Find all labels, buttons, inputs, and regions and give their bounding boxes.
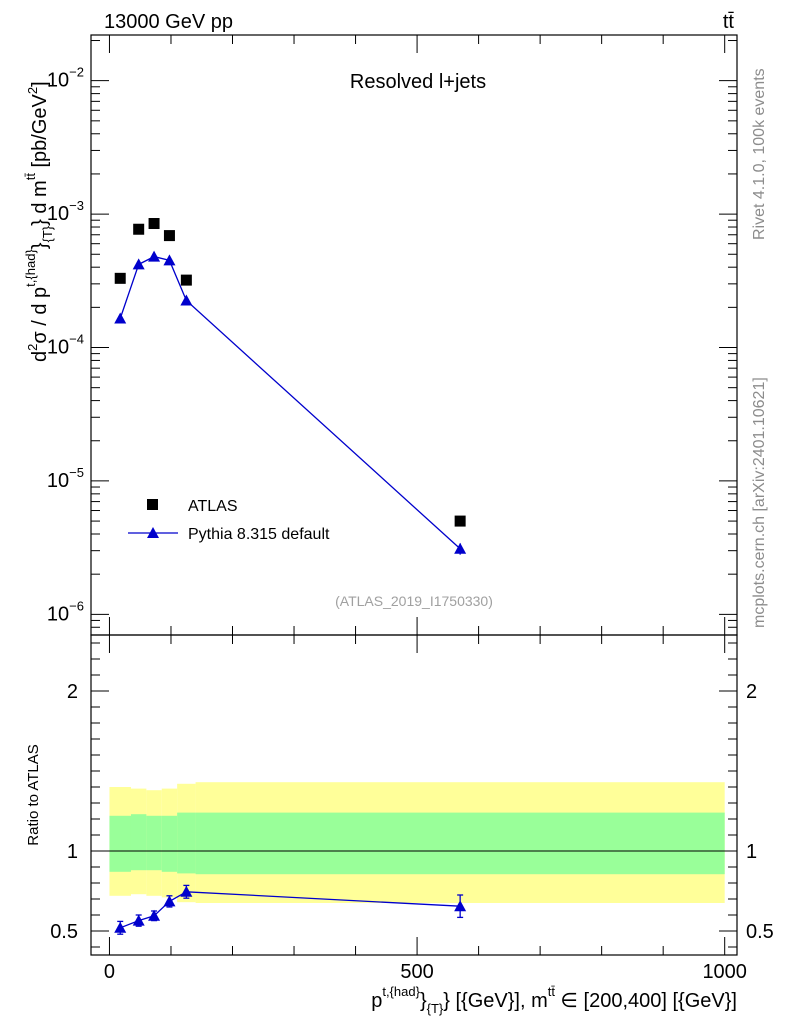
ratio-y-tick-label-left: 0.5	[50, 921, 78, 943]
ratio-y-tick-label-right: 2	[746, 681, 757, 703]
legend-pythia-label: Pythia 8.315 default	[188, 526, 330, 543]
main-plot-frame	[90, 34, 738, 636]
pythia-data-point	[132, 258, 145, 270]
ratio-data-point	[148, 909, 161, 921]
ratio-y-tick-label-right: 1	[746, 841, 757, 863]
analysis-tag: (ATLAS_2019_I1750330)	[335, 593, 493, 609]
ratio-plot-frame	[90, 634, 738, 956]
x-tick-label: 0	[104, 961, 115, 983]
main-y-tick-label: 10−3	[47, 198, 84, 225]
main-x-ticks	[108, 35, 726, 635]
pythia-data-point	[163, 254, 176, 266]
ratio-y-tick-label-right: 0.5	[746, 921, 774, 943]
pythia-data-point	[148, 250, 161, 262]
main-y-tick-label: 10−2	[47, 65, 84, 92]
main-panel: 10−6 10−5 10−4 10−3 10−2 Resolved l+jets (AT…	[23, 34, 738, 636]
ratio-y-axis-label: Ratio to ATLAS	[25, 744, 42, 845]
legend-atlas-marker	[147, 499, 158, 510]
legend: ATLAS Pythia 8.315 default	[128, 498, 330, 543]
pythia-data-point	[114, 312, 127, 324]
ratio-data-point	[454, 900, 467, 912]
ratio-y-ticks	[91, 642, 737, 948]
pythia-data-point	[454, 542, 467, 554]
ratio-tick-labels: 0.5 0.5 1 1 2 2 0 500 1000	[50, 681, 774, 983]
ratio-data-point	[180, 885, 193, 897]
energy-label: 13000 GeV pp	[104, 11, 233, 33]
legend-pythia-marker	[147, 527, 159, 538]
main-y-tick-label: 10−5	[47, 465, 84, 492]
legend-atlas-label: ATLAS	[188, 498, 238, 515]
pythia-series-line	[119, 255, 461, 550]
inner-uncertainty-band	[177, 812, 196, 874]
main-y-tick-labels: 10−6 10−5 10−4 10−3 10−2	[47, 65, 84, 626]
atlas-data-point	[180, 274, 192, 286]
ratio-data-point	[114, 921, 127, 933]
ratio-data-point	[132, 914, 145, 926]
process-label: tt̄	[723, 11, 735, 33]
pythia-data-point	[180, 294, 193, 306]
inner-uncertainty-band	[130, 814, 147, 871]
inner-uncertainty-band	[195, 812, 725, 875]
main-y-tick-label: 10−6	[47, 598, 84, 625]
ratio-plot-marks	[91, 850, 737, 935]
x-axis-label: pt,{had}}{T}} [{GeV}], mtt̄ ∈ [200,400] …	[371, 984, 737, 1016]
inner-uncertainty-band	[109, 815, 131, 872]
ratio-panel: 0.5 0.5 1 1 2 2 0 500 1000 Ratio to ATLAS pt,{ha…	[25, 634, 774, 1016]
x-tick-label: 1000	[702, 961, 747, 983]
atlas-data-point	[133, 223, 145, 235]
ratio-y-tick-label-left: 2	[67, 681, 78, 703]
x-tick-label: 500	[400, 961, 433, 983]
inner-uncertainty-band	[161, 815, 178, 872]
rivet-version-label: Rivet 4.1.0, 100k events	[751, 68, 768, 240]
ratio-x-ticks	[108, 635, 726, 955]
atlas-data-point	[114, 272, 126, 284]
atlas-data-point	[163, 230, 175, 242]
main-y-axis-label: d2σ / d pt,{had}}{T}} d mtt̄ [pb/GeV2]	[23, 81, 55, 362]
main-y-tick-label: 10−4	[47, 332, 84, 359]
atlas-data-point	[148, 218, 160, 230]
main-plot-marks	[114, 218, 467, 555]
inner-uncertainty-band	[146, 815, 162, 871]
ratio-data-point	[163, 895, 176, 907]
mcplots-reference-label: mcplots.cern.ch [arXiv:2401.10621]	[751, 377, 768, 628]
plot-title: Resolved l+jets	[350, 71, 486, 93]
ratio-y-tick-label-left: 1	[67, 841, 78, 863]
ratio-uncertainty-bands	[109, 782, 725, 903]
atlas-data-point	[454, 515, 466, 527]
main-y-ticks	[91, 40, 737, 636]
